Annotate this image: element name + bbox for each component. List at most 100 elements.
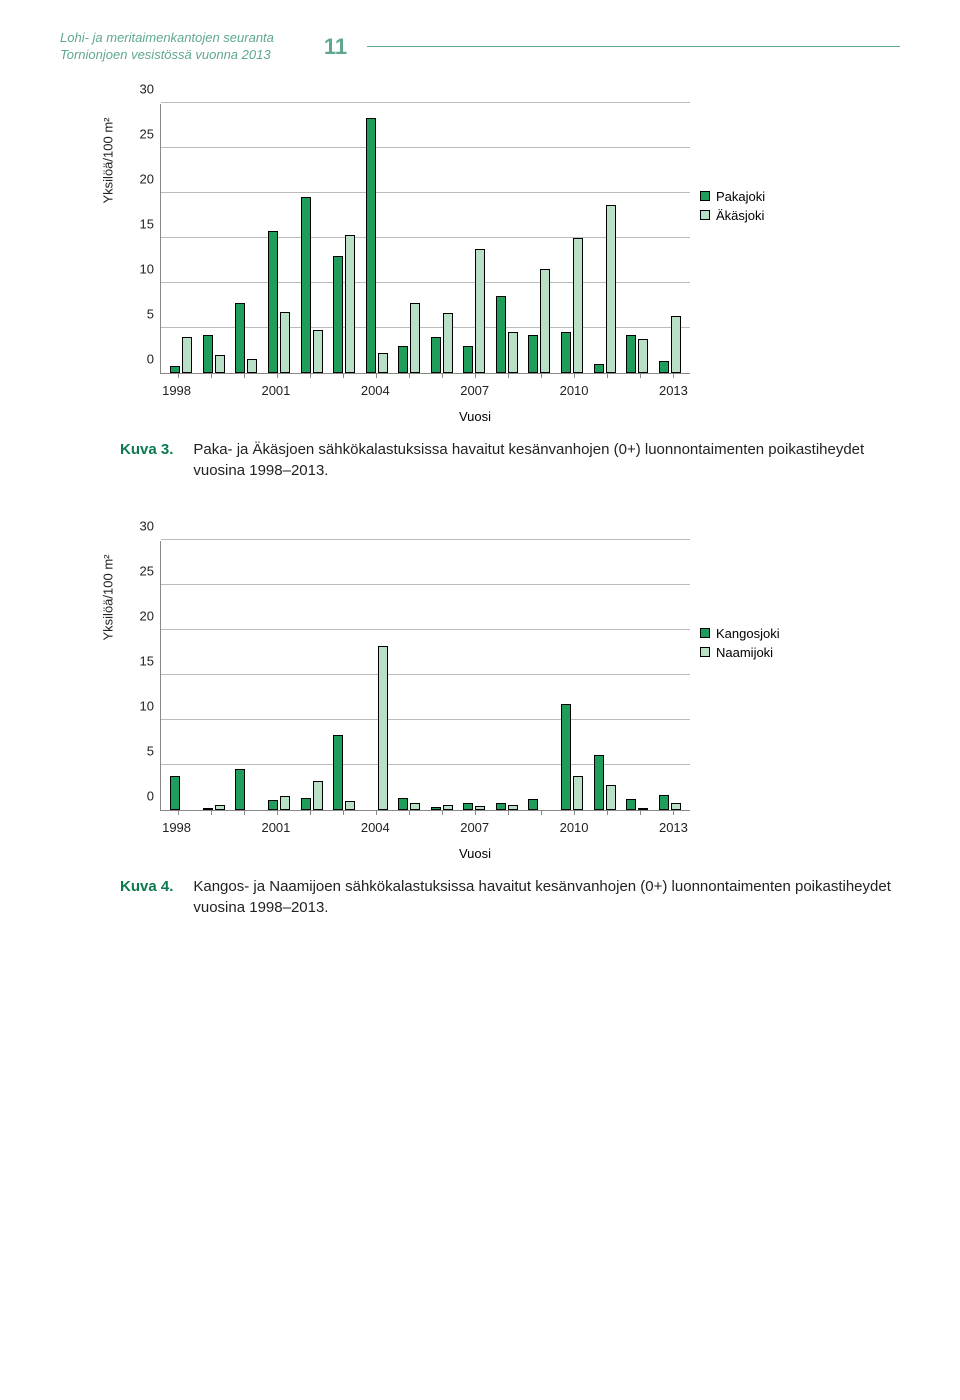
bar bbox=[573, 238, 583, 373]
x-tick-label bbox=[591, 379, 624, 404]
gridline bbox=[161, 539, 690, 540]
legend-swatch bbox=[700, 191, 710, 201]
bar bbox=[431, 337, 441, 373]
y-axis-title: Yksilöä/100 m² bbox=[101, 554, 116, 640]
caption-text: Paka- ja Äkäsjoen sähkökalastuksissa hav… bbox=[193, 439, 900, 481]
x-tick-label: 2013 bbox=[657, 816, 690, 841]
bar bbox=[496, 803, 506, 809]
bar bbox=[170, 776, 180, 809]
year-group bbox=[458, 104, 491, 373]
year-group bbox=[491, 541, 524, 810]
x-tick bbox=[574, 810, 575, 815]
x-tick bbox=[673, 810, 674, 815]
legend-label: Naamijoki bbox=[716, 645, 773, 660]
caption-kuva3: Kuva 3. Paka- ja Äkäsjoen sähkökalastuks… bbox=[120, 439, 900, 481]
legend: PakajokiÄkäsjoki bbox=[700, 189, 840, 227]
bar bbox=[508, 332, 518, 373]
bar bbox=[606, 785, 616, 810]
x-tick-label bbox=[226, 816, 259, 841]
x-tick-label: 2007 bbox=[458, 816, 491, 841]
bar bbox=[215, 805, 225, 810]
year-group bbox=[295, 104, 328, 373]
legend-item: Äkäsjoki bbox=[700, 208, 840, 223]
y-tick-label: 20 bbox=[140, 608, 154, 623]
year-group bbox=[328, 541, 361, 810]
chart1-x-title: Vuosi bbox=[50, 409, 900, 424]
bar bbox=[313, 330, 323, 372]
header-title: Lohi- ja meritaimenkantojen seuranta Tor… bbox=[60, 30, 274, 64]
year-group bbox=[653, 104, 686, 373]
x-tick-label: 2004 bbox=[359, 379, 392, 404]
x-tick-label bbox=[226, 379, 259, 404]
bar bbox=[268, 231, 278, 373]
bar bbox=[626, 335, 636, 373]
year-group bbox=[393, 104, 426, 373]
year-group bbox=[491, 104, 524, 373]
y-tick-label: 20 bbox=[140, 171, 154, 186]
x-tick-label bbox=[491, 379, 524, 404]
x-tick-label bbox=[624, 379, 657, 404]
year-group bbox=[360, 541, 393, 810]
year-group bbox=[426, 541, 459, 810]
bar bbox=[182, 337, 192, 373]
x-tick bbox=[508, 810, 509, 815]
bar bbox=[345, 235, 355, 373]
bar bbox=[475, 806, 485, 810]
year-group bbox=[523, 541, 556, 810]
x-tick bbox=[376, 810, 377, 815]
year-group bbox=[556, 104, 589, 373]
legend-item: Naamijoki bbox=[700, 645, 840, 660]
x-tick-label bbox=[524, 816, 557, 841]
x-tick bbox=[178, 373, 179, 378]
x-tick bbox=[607, 373, 608, 378]
bar bbox=[333, 735, 343, 810]
bar bbox=[203, 335, 213, 373]
y-tick-label: 25 bbox=[140, 126, 154, 141]
bar bbox=[235, 769, 245, 810]
year-group bbox=[393, 541, 426, 810]
bar bbox=[301, 798, 311, 810]
bar bbox=[475, 249, 485, 372]
chart2-x-title: Vuosi bbox=[50, 846, 900, 861]
bar bbox=[410, 303, 420, 373]
bar bbox=[410, 803, 420, 810]
x-tick-label bbox=[491, 816, 524, 841]
x-tick bbox=[343, 810, 344, 815]
bar bbox=[561, 704, 571, 809]
y-tick-label: 15 bbox=[140, 216, 154, 231]
x-tick-label bbox=[624, 816, 657, 841]
page-header: Lohi- ja meritaimenkantojen seuranta Tor… bbox=[60, 30, 900, 64]
legend-item: Kangosjoki bbox=[700, 626, 840, 641]
bar bbox=[301, 197, 311, 373]
legend-label: Äkäsjoki bbox=[716, 208, 764, 223]
x-tick bbox=[442, 373, 443, 378]
bar bbox=[659, 795, 669, 809]
header-line1: Lohi- ja meritaimenkantojen seuranta bbox=[60, 30, 274, 47]
x-tick-label bbox=[193, 379, 226, 404]
bar bbox=[333, 256, 343, 373]
bar bbox=[671, 803, 681, 810]
bar bbox=[528, 335, 538, 373]
header-line2: Tornionjoen vesistössä vuonna 2013 bbox=[60, 47, 274, 64]
bar bbox=[626, 799, 636, 810]
legend-label: Kangosjoki bbox=[716, 626, 780, 641]
bar bbox=[215, 355, 225, 373]
caption-kuva4: Kuva 4. Kangos- ja Naamijoen sähkökalast… bbox=[120, 876, 900, 918]
year-group bbox=[653, 541, 686, 810]
x-tick bbox=[244, 373, 245, 378]
bar bbox=[594, 364, 604, 373]
x-tick-label: 2001 bbox=[259, 816, 292, 841]
year-group bbox=[328, 104, 361, 373]
x-tick bbox=[541, 810, 542, 815]
year-group bbox=[556, 541, 589, 810]
chart-kuva4: 051015202530Yksilöä/100 m²19982001200420… bbox=[120, 541, 900, 861]
x-tick bbox=[475, 810, 476, 815]
year-group bbox=[198, 104, 231, 373]
bar bbox=[573, 776, 583, 810]
x-tick-label: 1998 bbox=[160, 816, 193, 841]
bar bbox=[561, 332, 571, 373]
bar bbox=[280, 796, 290, 810]
x-tick bbox=[574, 373, 575, 378]
year-group bbox=[621, 541, 654, 810]
year-group bbox=[165, 104, 198, 373]
